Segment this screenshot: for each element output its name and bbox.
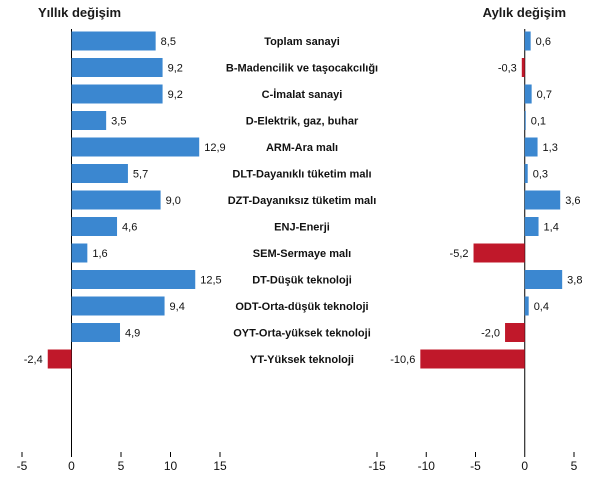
annual-bar: [71, 31, 156, 51]
monthly-value-label: 0,3: [533, 169, 548, 181]
monthly-bar: [473, 243, 525, 263]
monthly-tick-label: 5: [571, 459, 578, 473]
monthly-tick-label: -5: [470, 459, 481, 473]
monthly-bar: [524, 190, 561, 210]
monthly-bar: [524, 270, 563, 289]
annual-value-label: 9,4: [170, 301, 185, 313]
monthly-value-label: 1,3: [543, 142, 558, 154]
category-label: OYT-Orta-yüksek teknoloji: [233, 328, 371, 340]
monthly-value-label: -0,3: [498, 63, 517, 75]
category-label: DZT-Dayanıksız tüketim malı: [228, 195, 377, 207]
category-label: ARM-Ara malı: [266, 142, 338, 154]
monthly-bar: [524, 217, 539, 236]
monthly-bar: [524, 137, 538, 157]
annual-change-panel: 8,5 9,2 9,2 3,5 12,9 5,7 9,0 4,6 1,6 12,5 9,4 4,9 -2…: [17, 29, 227, 473]
monthly-value-label: 0,1: [531, 116, 546, 128]
annual-value-label: 5,7: [133, 169, 148, 181]
category-label: Toplam sanayi: [264, 36, 340, 48]
annual-tick-label: -5: [17, 459, 28, 473]
annual-value-label: 8,5: [161, 36, 176, 48]
category-label: ODT-Orta-düşük teknoloji: [235, 301, 368, 313]
annual-change-title: Yıllık değişim: [38, 5, 121, 20]
annual-value-label: 9,2: [168, 89, 183, 101]
monthly-value-label: 0,7: [537, 89, 552, 101]
annual-bar: [71, 84, 163, 104]
annual-bar: [71, 137, 200, 157]
annual-tick-label: 10: [164, 459, 178, 473]
monthly-value-label: 0,6: [536, 36, 551, 48]
category-label: B-Madencilik ve taşocakcılığı: [226, 63, 378, 75]
annual-bar: [71, 190, 161, 210]
category-label: C-İmalat sanayi: [262, 88, 343, 101]
annual-tick-label: 0: [68, 459, 75, 473]
annual-value-label: 4,6: [122, 222, 137, 234]
monthly-change-panel: 0,6 -0,3 0,7 0,1 1,3 0,3 3,6 1,4 -5,2 3,8 0,4 -2,0 -…: [368, 29, 582, 473]
monthly-value-label: -10,6: [390, 354, 415, 366]
annual-tick-label: 15: [213, 459, 227, 473]
annual-tick-label: 5: [118, 459, 125, 473]
annual-value-label: 9,0: [166, 195, 181, 207]
annual-value-label: 3,5: [111, 116, 126, 128]
annual-bar: [71, 164, 128, 183]
annual-bar: [47, 349, 72, 369]
category-label: SEM-Sermaye malı: [253, 248, 351, 260]
annual-bar: [71, 323, 121, 342]
annual-value-label: 12,5: [200, 275, 221, 287]
category-label: YT-Yüksek teknoloji: [250, 354, 354, 366]
monthly-value-label: 3,6: [565, 195, 580, 207]
monthly-bar: [524, 164, 528, 183]
monthly-tick-label: 0: [521, 459, 528, 473]
annual-value-label: -2,4: [24, 354, 43, 366]
annual-value-label: 1,6: [92, 248, 107, 260]
category-label: ENJ-Enerji: [274, 222, 330, 234]
monthly-change-title: Aylık değişim: [483, 5, 566, 20]
annual-bar: [71, 270, 196, 289]
category-label: DT-Düşük teknoloji: [252, 275, 352, 287]
monthly-bar: [524, 111, 526, 130]
monthly-bar: [420, 349, 525, 369]
annual-value-label: 9,2: [168, 63, 183, 75]
monthly-value-label: -5,2: [450, 248, 469, 260]
annual-bar: [71, 243, 88, 263]
monthly-bar: [524, 84, 532, 104]
monthly-bar: [524, 31, 531, 51]
annual-bar: [71, 111, 107, 130]
monthly-bar: [524, 296, 529, 316]
category-label: DLT-Dayanıklı tüketim malı: [232, 169, 371, 181]
category-label: D-Elektrik, gaz, buhar: [246, 116, 359, 128]
monthly-tick-label: -10: [418, 459, 436, 473]
annual-bar: [71, 217, 118, 236]
annual-value-label: 4,9: [125, 328, 140, 340]
monthly-value-label: 1,4: [544, 222, 559, 234]
category-labels: Toplam sanayi B-Madencilik ve taşocakcılı…: [226, 36, 378, 366]
monthly-value-label: 0,4: [534, 301, 549, 313]
monthly-value-label: 3,8: [567, 275, 582, 287]
monthly-bar: [521, 58, 525, 77]
annual-bar: [71, 296, 165, 316]
monthly-tick-label: -15: [368, 459, 386, 473]
annual-value-label: 12,9: [204, 142, 225, 154]
monthly-value-label: -2,0: [481, 328, 500, 340]
monthly-bar: [505, 323, 525, 342]
annual-bar: [71, 58, 163, 77]
